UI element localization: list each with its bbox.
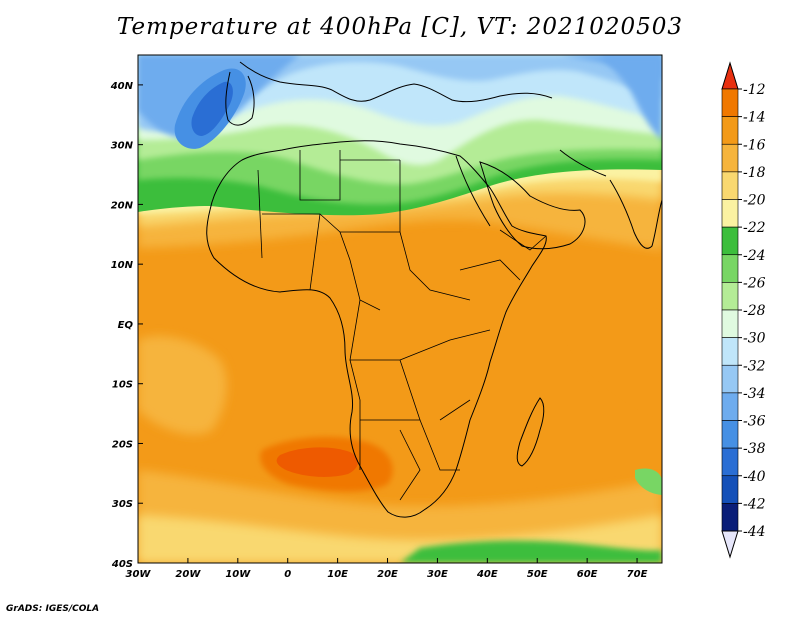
field-north-36 xyxy=(138,55,662,139)
field-west-18 xyxy=(138,336,227,435)
colorbar-swatch xyxy=(721,88,739,117)
colorbar-label: -32 xyxy=(743,358,766,374)
colorbar-label: -38 xyxy=(743,441,766,457)
arabia-coast xyxy=(479,161,586,250)
colorbar-label: -28 xyxy=(743,303,766,319)
colorbar-label: -44 xyxy=(743,524,766,540)
colorbar-swatch xyxy=(721,392,739,421)
europe-coast xyxy=(239,61,553,103)
lat-tick-label: EQ xyxy=(118,320,134,331)
field-core-40 xyxy=(191,81,233,136)
lon-tick-label: 10E xyxy=(327,569,348,580)
lon-tick-label: 50E xyxy=(527,569,548,580)
colorbar-swatch xyxy=(721,475,739,504)
lat-tick-label: 10S xyxy=(112,380,133,391)
lon-tick-label: 30W xyxy=(126,569,152,580)
grads-credit: GrADS: IGES/COLA xyxy=(6,604,100,614)
colorbar-label: -40 xyxy=(743,469,766,485)
field-east-16 xyxy=(558,295,662,420)
colorbar: -12 -14 -16 -18 -20 -22 -24 -26 -28 -30 -32 -34 -36 -… xyxy=(721,61,766,559)
lat-tick-label: 30S xyxy=(112,499,133,510)
lon-tick-label: 20W xyxy=(175,569,201,580)
coastlines xyxy=(206,61,662,518)
colorbar-swatch xyxy=(721,282,739,311)
lon-tick-label: 60E xyxy=(577,569,598,580)
colorbar-swatch xyxy=(721,171,739,200)
lat-tick-label: 10N xyxy=(111,260,134,271)
colorbar-swatch xyxy=(721,143,739,173)
colorbar-label: -22 xyxy=(743,220,766,236)
colorbar-swatch xyxy=(721,226,739,256)
lon-tick-label: 20E xyxy=(377,569,398,580)
africa-coast xyxy=(206,140,547,518)
plot-frame xyxy=(137,54,663,564)
colorbar-label: -42 xyxy=(743,496,766,512)
colorbar-swatch xyxy=(721,364,739,394)
lon-tick-label: 10W xyxy=(225,569,251,580)
longitude-axis: 30W 20W 10W 0 10E 20E 30E 40E 50E 60E 70E xyxy=(126,558,648,580)
colorbar-swatch xyxy=(721,309,739,338)
colorbar-label: -36 xyxy=(743,414,766,430)
lon-tick-label: 30E xyxy=(427,569,448,580)
red-sea xyxy=(455,155,491,227)
colorbar-swatch xyxy=(721,254,739,283)
colorbar-swatch xyxy=(721,337,739,366)
field-south-24 xyxy=(400,540,662,563)
temperature-field xyxy=(138,55,662,563)
iberia-coast xyxy=(225,71,255,126)
lon-tick-label: 70E xyxy=(627,569,648,580)
colorbar-label: -12 xyxy=(743,82,766,98)
persian-gulf xyxy=(559,149,607,177)
colorbar-swatch xyxy=(721,503,739,532)
colorbar-swatch xyxy=(721,420,739,449)
colorbar-swatch xyxy=(721,199,739,228)
colorbar-label: -30 xyxy=(743,331,766,347)
lon-tick-label: 40E xyxy=(476,569,498,580)
colorbar-bottom-arrow xyxy=(721,530,739,559)
lat-tick-label: 30N xyxy=(111,141,134,152)
lon-tick-label: 0 xyxy=(284,569,291,580)
lat-tick-label: 40N xyxy=(110,81,134,92)
colorbar-swatch xyxy=(721,116,739,145)
lat-tick-label: 40S xyxy=(111,559,133,570)
lat-tick-label: 20S xyxy=(112,439,133,450)
colorbar-label: -18 xyxy=(743,165,766,181)
country-borders xyxy=(257,150,547,501)
colorbar-label: -14 xyxy=(743,110,766,126)
field-south-12 xyxy=(276,447,359,477)
field-ne-36 xyxy=(600,55,662,140)
latitude-axis: 40N 30N 20N 10N EQ 10S 20S 30S 40S xyxy=(110,81,143,570)
colorbar-label: -20 xyxy=(743,193,766,209)
colorbar-label: -16 xyxy=(743,137,766,153)
colorbar-label: -26 xyxy=(743,275,766,291)
map-title: Temperature at 400hPa [C], VT: 202102050… xyxy=(116,14,684,40)
colorbar-label: -34 xyxy=(743,386,766,402)
lat-tick-label: 20N xyxy=(111,200,134,211)
colorbar-top-arrow xyxy=(721,61,739,90)
colorbar-swatch xyxy=(721,447,739,477)
india-coast xyxy=(609,179,662,249)
field-se-26 xyxy=(635,468,662,495)
colorbar-label: -24 xyxy=(743,248,766,264)
madagascar-coast xyxy=(516,397,545,467)
